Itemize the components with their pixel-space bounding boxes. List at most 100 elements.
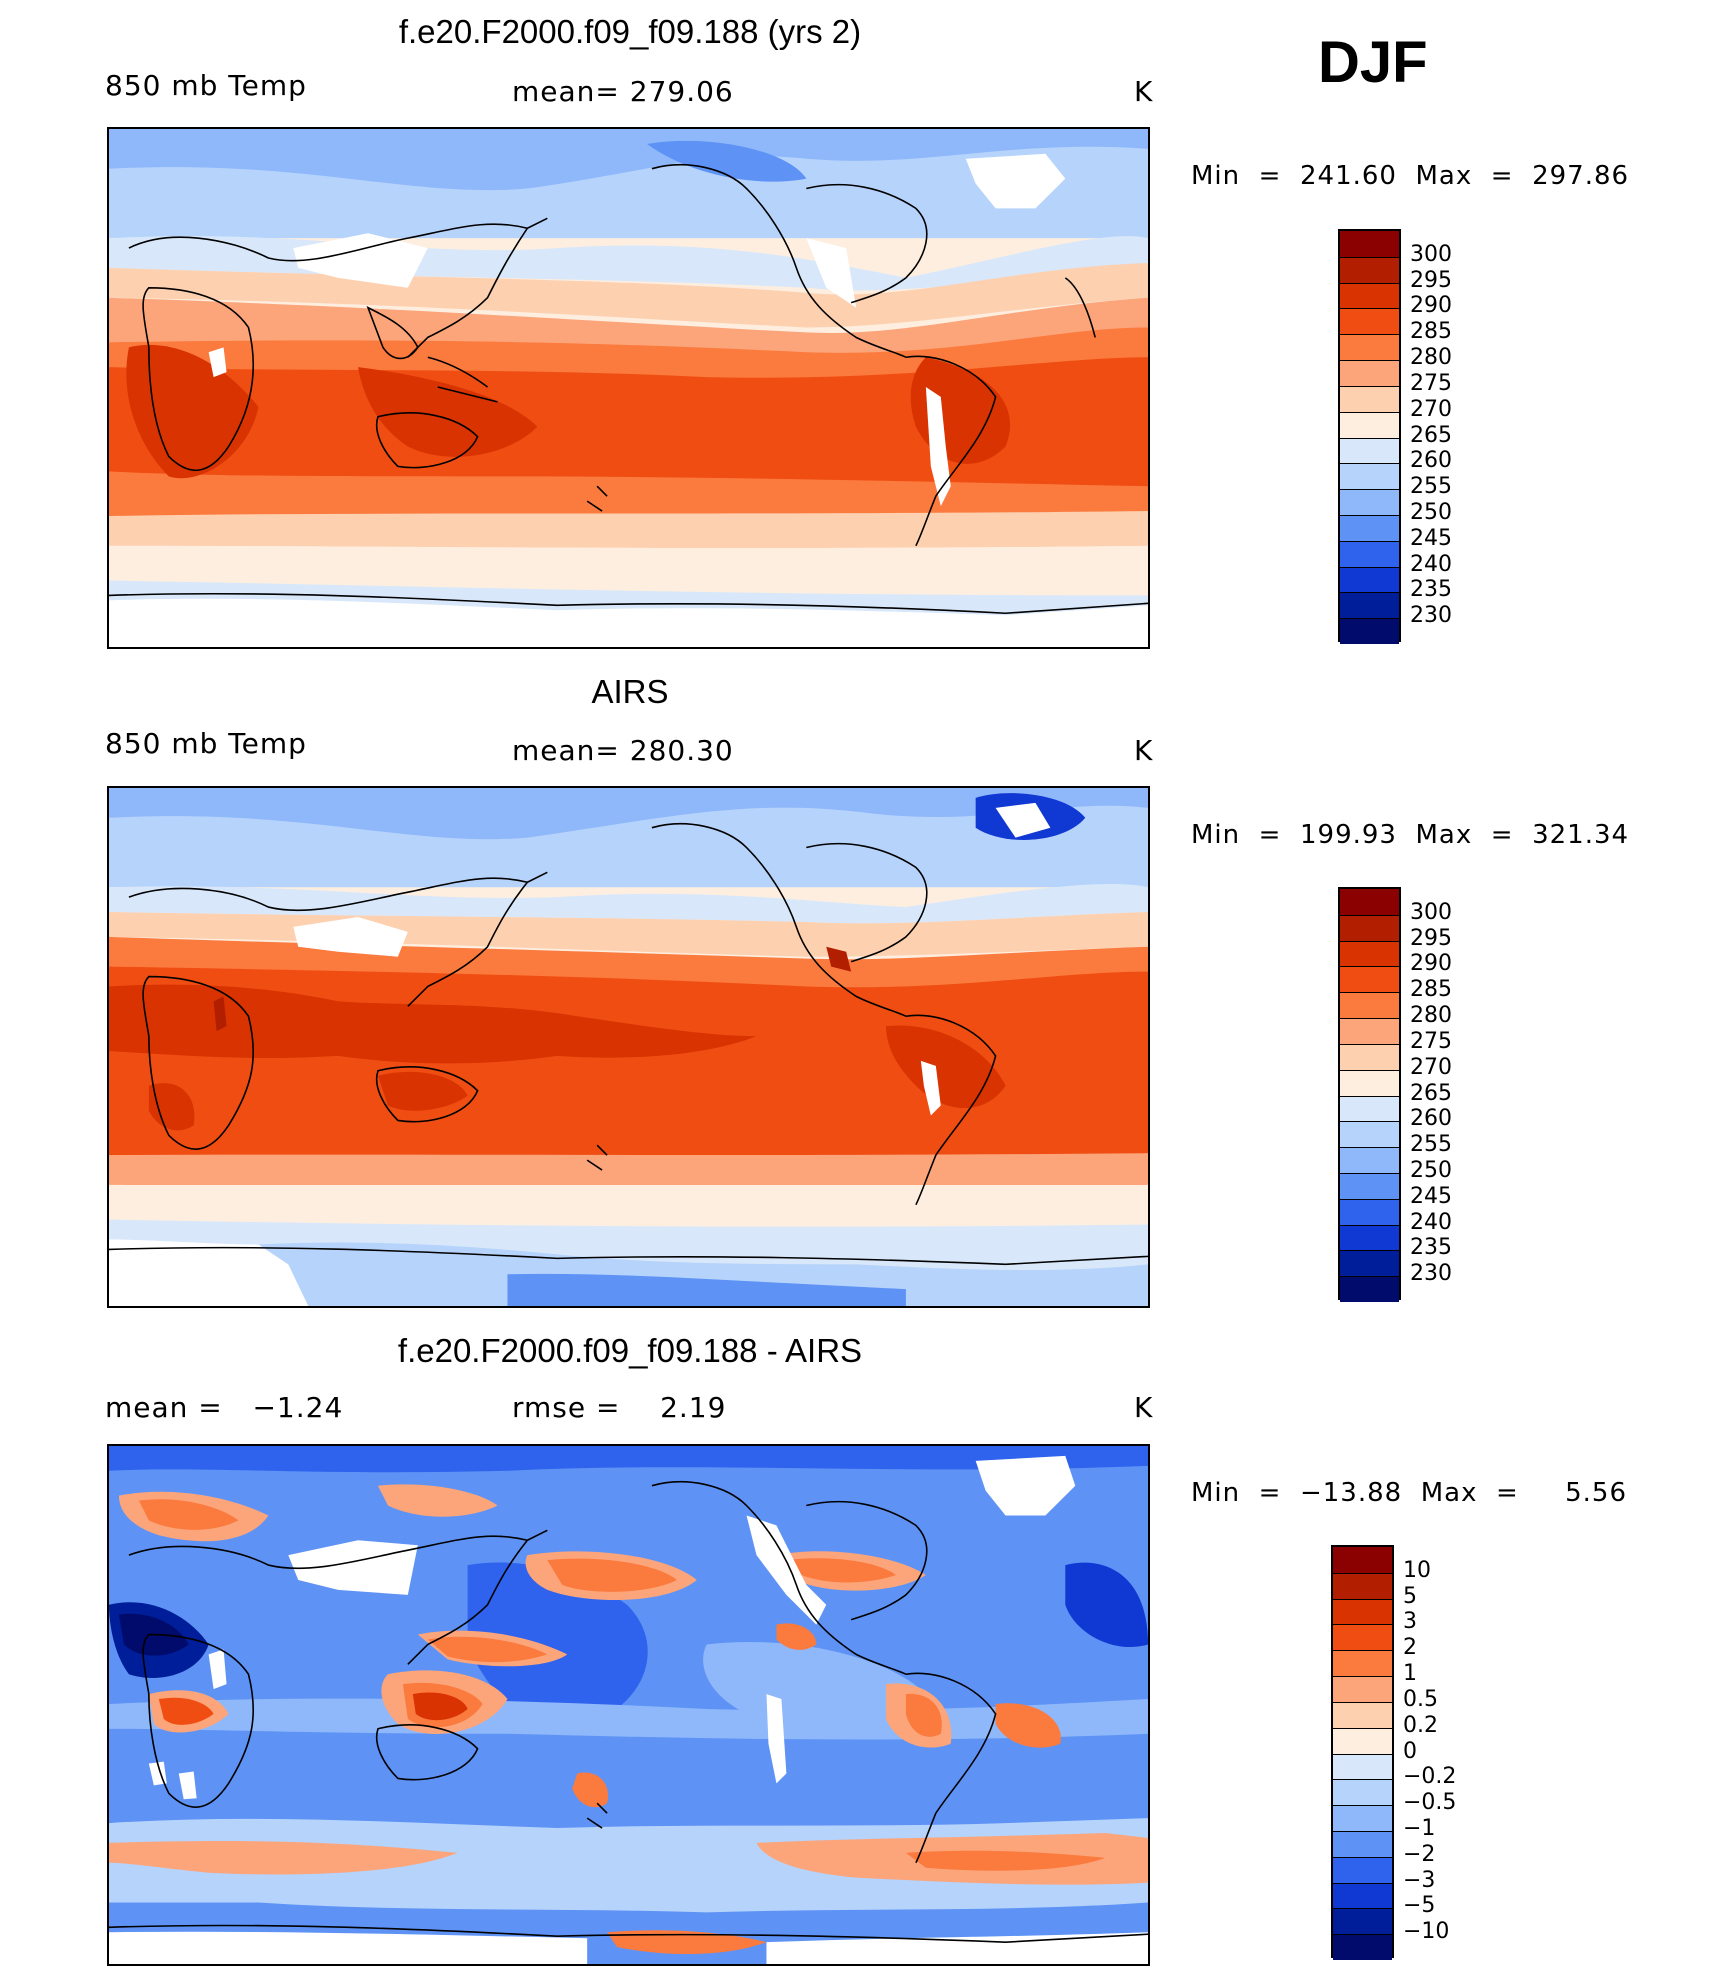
colorbar-swatch xyxy=(1340,256,1399,283)
colorbar-tick-label: −3 xyxy=(1403,1867,1436,1893)
colorbar-tick-label: 245 xyxy=(1410,525,1452,551)
colorbar-swatch xyxy=(1340,992,1399,1019)
colorbar-tick-label: 300 xyxy=(1410,241,1452,267)
panel-3-minmax: Min = −13.88 Max = 5.56 xyxy=(1191,1478,1628,1508)
colorbar-swatch xyxy=(1340,1069,1399,1096)
colorbar-swatch xyxy=(1333,1779,1392,1806)
panel-2-unit-label: K xyxy=(1134,734,1154,767)
colorbar-swatch xyxy=(1340,940,1399,967)
colorbar-swatch xyxy=(1340,360,1399,386)
panel-3-map xyxy=(107,1444,1150,1966)
colorbar-tick-label: 265 xyxy=(1410,422,1452,448)
colorbar-tick-label: 230 xyxy=(1410,1261,1452,1287)
colorbar-tick-label: 250 xyxy=(1410,1157,1452,1183)
colorbar-swatch xyxy=(1333,1830,1392,1857)
colorbar-swatch xyxy=(1340,618,1399,644)
panel-1-title: f.e20.F2000.f09_f09.188 (yrs 2) xyxy=(398,13,862,50)
panel-1-map xyxy=(107,127,1150,649)
panel-1-mean-label: mean= 279.06 xyxy=(512,75,734,108)
colorbar-swatch xyxy=(1333,1624,1392,1651)
colorbar-tick-label: −10 xyxy=(1403,1919,1450,1945)
colorbar-swatch xyxy=(1340,592,1399,619)
colorbar-tick-label: 245 xyxy=(1410,1183,1452,1209)
panel-2-mean-label: mean= 280.30 xyxy=(512,734,734,767)
colorbar-swatch xyxy=(1340,1095,1399,1122)
panel-2-minmax: Min = 199.93 Max = 321.34 xyxy=(1191,820,1630,850)
colorbar-swatch xyxy=(1333,1650,1392,1677)
colorbar-swatch xyxy=(1340,1172,1399,1199)
colorbar-swatch xyxy=(1340,566,1399,593)
colorbar-tick-label: 3 xyxy=(1403,1609,1417,1635)
colorbar-swatch xyxy=(1340,1043,1399,1070)
colorbar-tick-label: 270 xyxy=(1410,396,1452,422)
colorbar-swatch xyxy=(1340,1147,1399,1173)
colorbar-tick-label: 295 xyxy=(1410,925,1452,951)
colorbar-tick-label: 0 xyxy=(1403,1738,1417,1764)
panel-2-colorbar xyxy=(1338,887,1401,1302)
panel-2-map xyxy=(107,786,1150,1308)
colorbar-swatch xyxy=(1340,914,1399,941)
panel-2-variable-label: 850 mb Temp xyxy=(105,727,307,760)
colorbar-swatch xyxy=(1340,1250,1399,1277)
colorbar-tick-label: 0.5 xyxy=(1403,1686,1438,1712)
colorbar-tick-label: 260 xyxy=(1410,1106,1452,1132)
colorbar-tick-label: −1 xyxy=(1403,1815,1436,1841)
colorbar-tick-label: 285 xyxy=(1410,319,1452,345)
colorbar-tick-label: −0.2 xyxy=(1403,1764,1457,1790)
colorbar-swatch xyxy=(1333,1701,1392,1728)
panel-3-unit-label: K xyxy=(1134,1391,1154,1424)
colorbar-swatch xyxy=(1333,1598,1392,1625)
colorbar-tick-label: 290 xyxy=(1410,951,1452,977)
colorbar-tick-label: 235 xyxy=(1410,577,1452,603)
colorbar-tick-label: 260 xyxy=(1410,448,1452,474)
colorbar-tick-label: 295 xyxy=(1410,267,1452,293)
colorbar-tick-label: 1 xyxy=(1403,1661,1417,1687)
colorbar-tick-label: 285 xyxy=(1410,977,1452,1003)
colorbar-tick-label: 300 xyxy=(1410,899,1452,925)
colorbar-swatch xyxy=(1340,334,1399,361)
panel-3-title: f.e20.F2000.f09_f09.188 - AIRS xyxy=(397,1332,863,1369)
colorbar-swatch xyxy=(1340,514,1399,541)
colorbar-tick-label: 275 xyxy=(1410,370,1452,396)
colorbar-swatch xyxy=(1340,889,1399,915)
colorbar-swatch xyxy=(1340,282,1399,309)
colorbar-tick-label: 275 xyxy=(1410,1028,1452,1054)
colorbar-tick-label: 230 xyxy=(1410,603,1452,629)
colorbar-swatch xyxy=(1340,540,1399,567)
colorbar-tick-label: 255 xyxy=(1410,1132,1452,1158)
panel-3-rmse-label: rmse = 2.19 xyxy=(512,1391,727,1424)
panel-2-title: AIRS xyxy=(591,673,669,710)
colorbar-swatch xyxy=(1340,1121,1399,1148)
colorbar-tick-label: 290 xyxy=(1410,293,1452,319)
colorbar-tick-label: 235 xyxy=(1410,1235,1452,1261)
colorbar-swatch xyxy=(1340,308,1399,335)
colorbar-swatch xyxy=(1340,437,1399,464)
colorbar-tick-label: 0.2 xyxy=(1403,1712,1438,1738)
colorbar-tick-label: −5 xyxy=(1403,1893,1436,1919)
colorbar-swatch xyxy=(1340,1018,1399,1044)
colorbar-swatch xyxy=(1333,1908,1392,1935)
colorbar-swatch xyxy=(1333,1676,1392,1702)
colorbar-swatch xyxy=(1333,1934,1392,1960)
colorbar-tick-label: 10 xyxy=(1403,1557,1431,1583)
colorbar-tick-label: −2 xyxy=(1403,1841,1436,1867)
panel-3-mean-label: mean = −1.24 xyxy=(105,1391,344,1424)
panel-1-variable-label: 850 mb Temp xyxy=(105,69,307,102)
panel-1-minmax: Min = 241.60 Max = 297.86 xyxy=(1191,161,1630,191)
colorbar-swatch xyxy=(1333,1805,1392,1831)
colorbar-swatch xyxy=(1333,1882,1392,1909)
colorbar-swatch xyxy=(1333,1727,1392,1754)
season-label: DJF xyxy=(1318,30,1428,95)
colorbar-swatch xyxy=(1333,1572,1392,1599)
colorbar-tick-label: −0.5 xyxy=(1403,1790,1457,1816)
colorbar-tick-label: 255 xyxy=(1410,474,1452,500)
colorbar-tick-label: 270 xyxy=(1410,1054,1452,1080)
colorbar-tick-label: 240 xyxy=(1410,551,1452,577)
colorbar-swatch xyxy=(1333,1547,1392,1573)
panel-1-unit-label: K xyxy=(1134,75,1154,108)
colorbar-swatch xyxy=(1340,411,1399,438)
colorbar-swatch xyxy=(1340,463,1399,490)
colorbar-swatch xyxy=(1340,231,1399,257)
colorbar-tick-label: 240 xyxy=(1410,1209,1452,1235)
colorbar-tick-label: 280 xyxy=(1410,1003,1452,1029)
